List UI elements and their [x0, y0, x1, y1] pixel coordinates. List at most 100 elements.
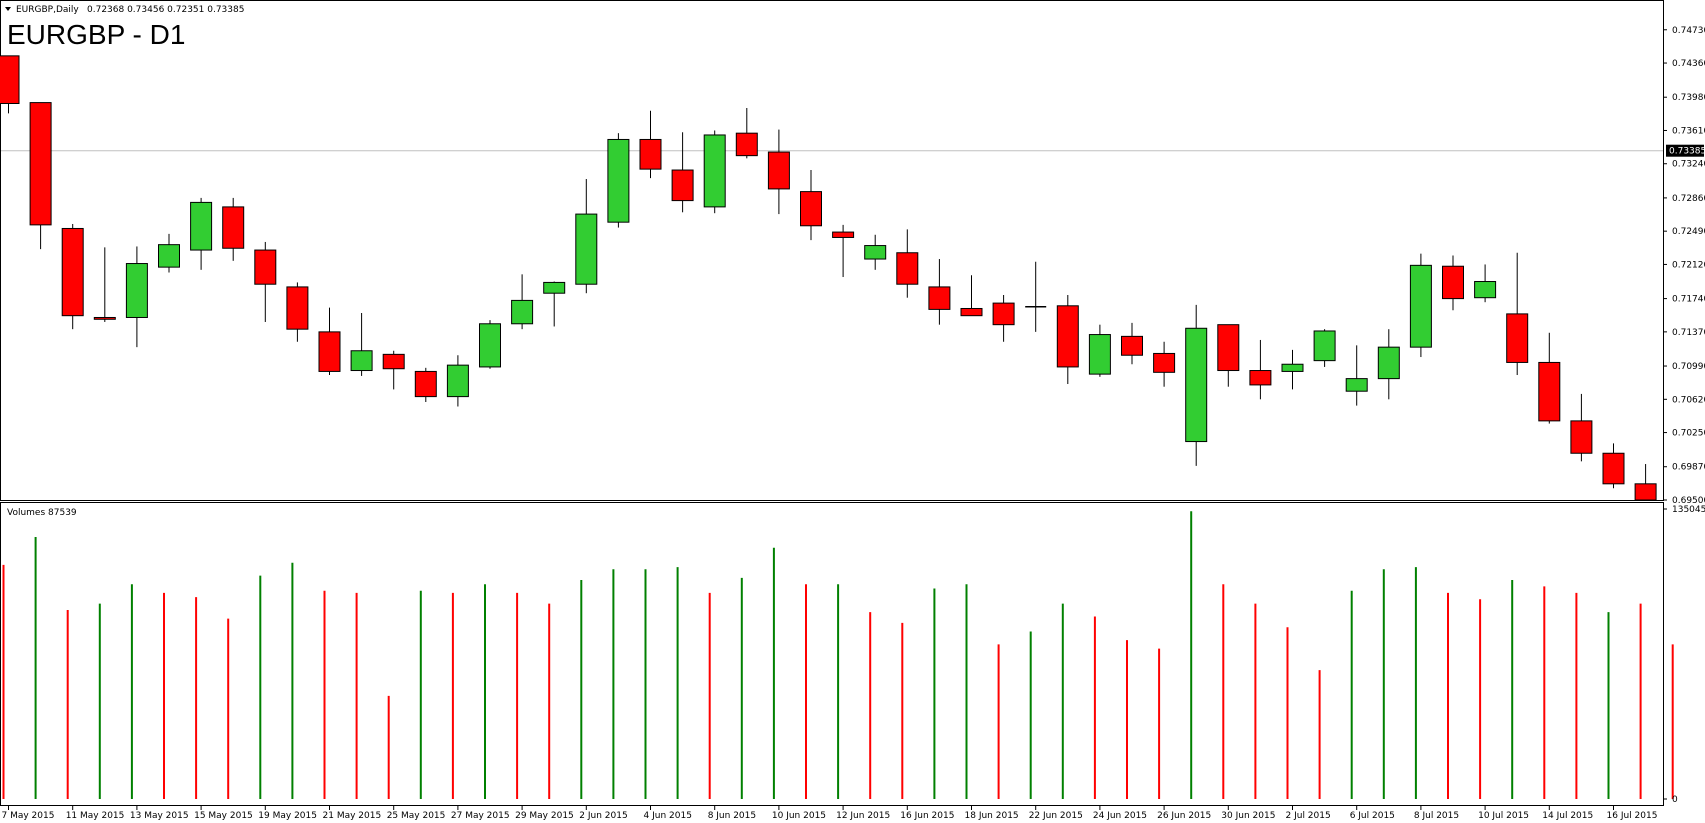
- candle: [767, 129, 790, 215]
- candle: [639, 110, 662, 179]
- time-tick-label: 8 Jun 2015: [708, 811, 756, 821]
- time-tick-label: 10 Jul 2015: [1478, 811, 1529, 821]
- volume-tick-label: 0: [1672, 795, 1678, 805]
- candle-body: [703, 134, 726, 208]
- candle-body: [832, 231, 855, 238]
- candle-body: [1442, 265, 1464, 300]
- candle: [1634, 464, 1657, 501]
- candle: [1025, 261, 1047, 332]
- candle: [1442, 255, 1464, 311]
- candle: [479, 320, 501, 369]
- candle-body: [158, 244, 180, 268]
- dropdown-triangle-icon[interactable]: [5, 7, 11, 11]
- time-tick-label: 21 May 2015: [323, 811, 382, 821]
- candle-body: [864, 245, 887, 260]
- candle-body: [1153, 352, 1176, 373]
- current-price-label: 0.73385: [1669, 147, 1705, 157]
- volumes-label: Volumes 87539: [7, 508, 77, 518]
- candle: [992, 295, 1015, 342]
- candle: [1313, 329, 1336, 367]
- candle-body: [800, 191, 822, 227]
- candle-body: [671, 169, 694, 202]
- candle-body: [29, 102, 52, 226]
- candle-body: [1121, 335, 1143, 356]
- time-tick-label: 12 Jun 2015: [836, 811, 890, 821]
- candle: [190, 197, 213, 270]
- time-tick-label: 10 Jun 2015: [772, 811, 826, 821]
- candle-body: [350, 350, 373, 372]
- candle-body: [735, 132, 758, 157]
- chart-title: EURGBP - D1: [7, 19, 185, 50]
- candle: [1538, 332, 1561, 424]
- candle: [0, 55, 20, 114]
- candle: [1506, 252, 1529, 376]
- time-tick-label: 27 May 2015: [451, 811, 510, 821]
- time-tick-label: 8 Jul 2015: [1414, 811, 1459, 821]
- time-axis: 7 May 2015 11 May 2015 13 May 2015 15 May 2…: [2, 806, 1657, 821]
- candle: [1088, 324, 1111, 377]
- candle-body: [382, 353, 405, 370]
- time-tick-label: 4 Jun 2015: [644, 811, 692, 821]
- candle-body: [61, 227, 84, 317]
- candle: [735, 107, 758, 159]
- time-tick-label: 2 Jul 2015: [1286, 811, 1331, 821]
- candle-body: [607, 138, 630, 223]
- candle-body: [414, 370, 437, 398]
- candle-body: [93, 316, 116, 320]
- time-tick-label: 15 May 2015: [194, 811, 253, 821]
- candle: [928, 259, 951, 325]
- candles-layer: [0, 55, 1657, 501]
- time-tick-label: 19 May 2015: [258, 811, 317, 821]
- candle-body: [222, 206, 245, 249]
- candle: [1249, 339, 1272, 400]
- time-tick-label: 30 Jun 2015: [1221, 811, 1275, 821]
- candle-body: [1474, 281, 1497, 299]
- candle-body: [1088, 334, 1111, 375]
- current-price-label-bg: [1666, 144, 1704, 157]
- candle: [1570, 393, 1593, 462]
- candle-body: [286, 286, 309, 330]
- candle: [1121, 322, 1143, 365]
- candle: [125, 246, 148, 348]
- candle-body: [1506, 313, 1529, 363]
- candle-body: [1217, 324, 1240, 372]
- candle: [1474, 264, 1497, 303]
- candle: [1056, 295, 1079, 385]
- candle-body: [1185, 327, 1208, 443]
- candle: [158, 233, 180, 273]
- time-tick-label: 16 Jun 2015: [900, 811, 954, 821]
- candle: [896, 229, 919, 298]
- candle: [222, 197, 245, 261]
- candle: [318, 307, 341, 376]
- candle: [1153, 341, 1176, 387]
- candle: [350, 312, 373, 376]
- time-tick-label: 25 May 2015: [387, 811, 446, 821]
- candle: [800, 170, 822, 241]
- symbol-info: EURGBP,Daily: [16, 5, 79, 15]
- candle-body: [992, 302, 1015, 326]
- time-tick-label: 18 Jun 2015: [965, 811, 1019, 821]
- candle: [1602, 443, 1625, 489]
- volume-axis: 135045 0: [1663, 505, 1705, 805]
- candle: [1217, 324, 1240, 387]
- ohlc-values: 0.72368 0.73456 0.72351 0.73385: [87, 5, 244, 15]
- candle-body: [1345, 378, 1368, 392]
- candle-body: [575, 213, 598, 285]
- candle-body: [928, 286, 951, 310]
- candle-body: [1570, 420, 1593, 454]
- candle-body: [511, 299, 534, 325]
- candle: [414, 367, 437, 402]
- time-tick-label: 6 Jul 2015: [1350, 811, 1395, 821]
- candle-body: [639, 138, 662, 170]
- candle: [1345, 345, 1368, 406]
